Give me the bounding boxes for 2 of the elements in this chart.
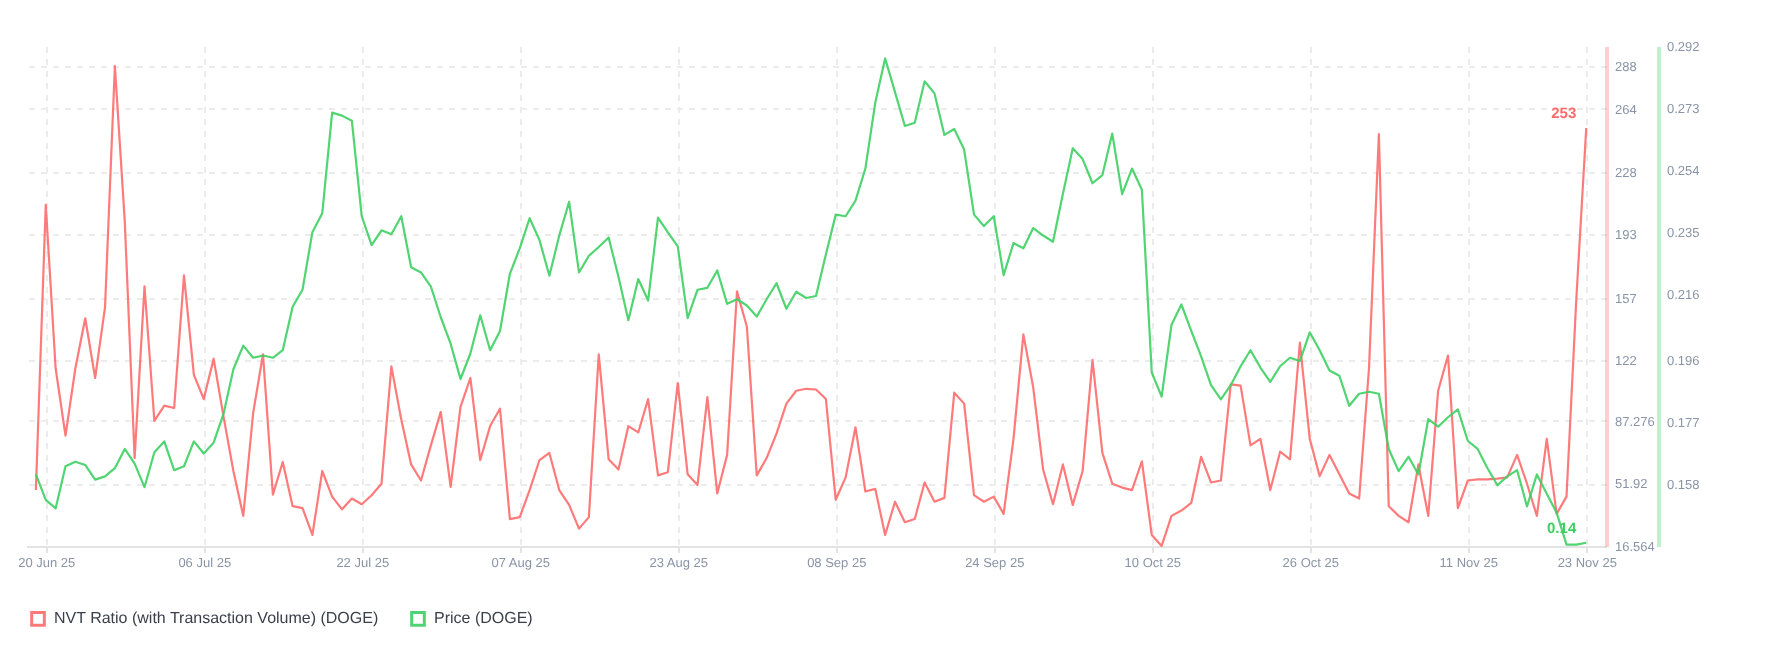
legend-label: NVT Ratio (with Transaction Volume) (DOGE)	[54, 608, 379, 627]
legend-label: Price (DOGE)	[434, 608, 534, 627]
